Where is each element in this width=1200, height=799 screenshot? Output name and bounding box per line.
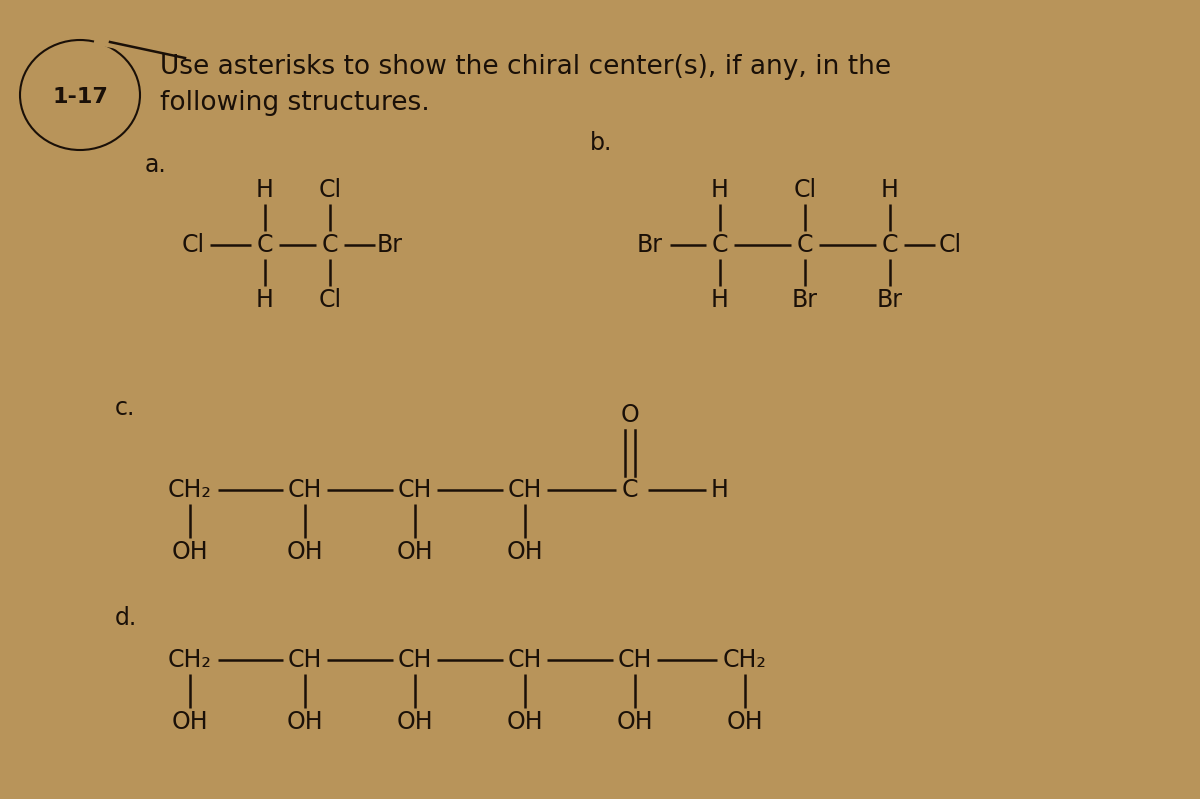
Text: Br: Br [637, 233, 662, 257]
Text: CH₂: CH₂ [168, 648, 212, 672]
Text: c.: c. [115, 396, 136, 420]
Text: d.: d. [115, 606, 137, 630]
Text: OH: OH [172, 540, 209, 564]
Text: CH: CH [288, 478, 322, 502]
Text: H: H [712, 478, 728, 502]
Text: H: H [712, 178, 728, 202]
Text: H: H [256, 288, 274, 312]
Text: CH: CH [398, 648, 432, 672]
Text: CH: CH [508, 478, 542, 502]
Text: C: C [322, 233, 338, 257]
Text: Cl: Cl [938, 233, 961, 257]
Text: OH: OH [397, 710, 433, 734]
Text: OH: OH [727, 710, 763, 734]
Text: C: C [797, 233, 814, 257]
Text: following structures.: following structures. [160, 90, 430, 116]
Text: C: C [257, 233, 274, 257]
Text: OH: OH [506, 710, 544, 734]
Text: OH: OH [287, 710, 323, 734]
Text: b.: b. [590, 131, 612, 155]
Text: CH: CH [288, 648, 322, 672]
Text: C: C [882, 233, 899, 257]
Text: 1-17: 1-17 [52, 87, 108, 107]
Text: Br: Br [792, 288, 818, 312]
Text: OH: OH [172, 710, 209, 734]
Text: O: O [620, 403, 640, 427]
Text: Cl: Cl [793, 178, 816, 202]
Text: C: C [622, 478, 638, 502]
Text: CH: CH [398, 478, 432, 502]
Text: Cl: Cl [318, 178, 342, 202]
Text: Use asterisks to show the chiral center(s), if any, in the: Use asterisks to show the chiral center(… [160, 54, 892, 80]
Text: CH: CH [508, 648, 542, 672]
Text: OH: OH [397, 540, 433, 564]
Text: Cl: Cl [181, 233, 204, 257]
Text: H: H [256, 178, 274, 202]
Text: CH₂: CH₂ [168, 478, 212, 502]
Text: H: H [712, 288, 728, 312]
Text: H: H [881, 178, 899, 202]
Text: C: C [712, 233, 728, 257]
Text: OH: OH [617, 710, 653, 734]
Text: OH: OH [506, 540, 544, 564]
Text: CH₂: CH₂ [724, 648, 767, 672]
Text: Br: Br [377, 233, 403, 257]
Text: CH: CH [618, 648, 652, 672]
Text: a.: a. [145, 153, 167, 177]
Text: Cl: Cl [318, 288, 342, 312]
Text: Br: Br [877, 288, 904, 312]
Text: OH: OH [287, 540, 323, 564]
